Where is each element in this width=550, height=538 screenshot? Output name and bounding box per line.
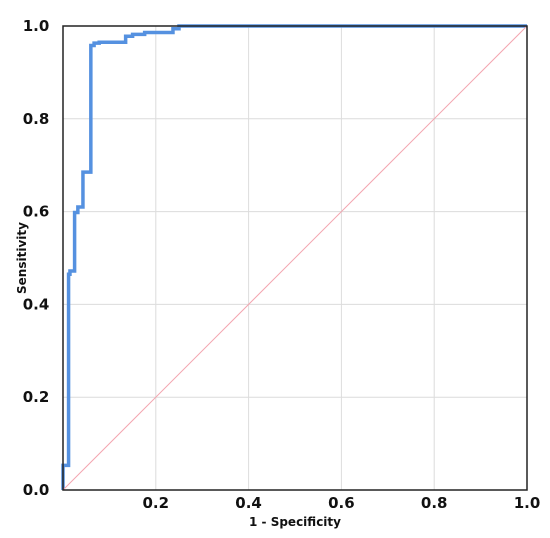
plot-frame: [62, 25, 528, 491]
x-tick-label: 0.6: [328, 494, 355, 512]
x-axis-title: 1 - Specificity: [249, 515, 341, 529]
x-tick-label: 0.2: [143, 494, 170, 512]
x-tick-label: 1.0: [514, 494, 541, 512]
y-tick-label: 1.0: [23, 17, 50, 35]
y-tick-label: 0.2: [23, 388, 50, 406]
y-axis-title: Sensitivity: [15, 222, 29, 294]
reference-diagonal-line: [62, 25, 528, 491]
plot-area: [61, 24, 528, 491]
x-tick-label: 0.4: [235, 494, 262, 512]
y-tick-label: 0.4: [23, 295, 50, 313]
y-tick-label: 0.6: [23, 203, 50, 221]
tick-labels: 0.2 0.4 0.6 0.8 1.0 0.0 0.2 0.4 0.6 0.8 1.0: [23, 17, 541, 512]
x-tick-label: 0.8: [421, 494, 448, 512]
roc-curve-line: [61, 24, 527, 490]
y-tick-label: 0.0: [23, 481, 50, 499]
y-tick-label: 0.8: [23, 110, 50, 128]
